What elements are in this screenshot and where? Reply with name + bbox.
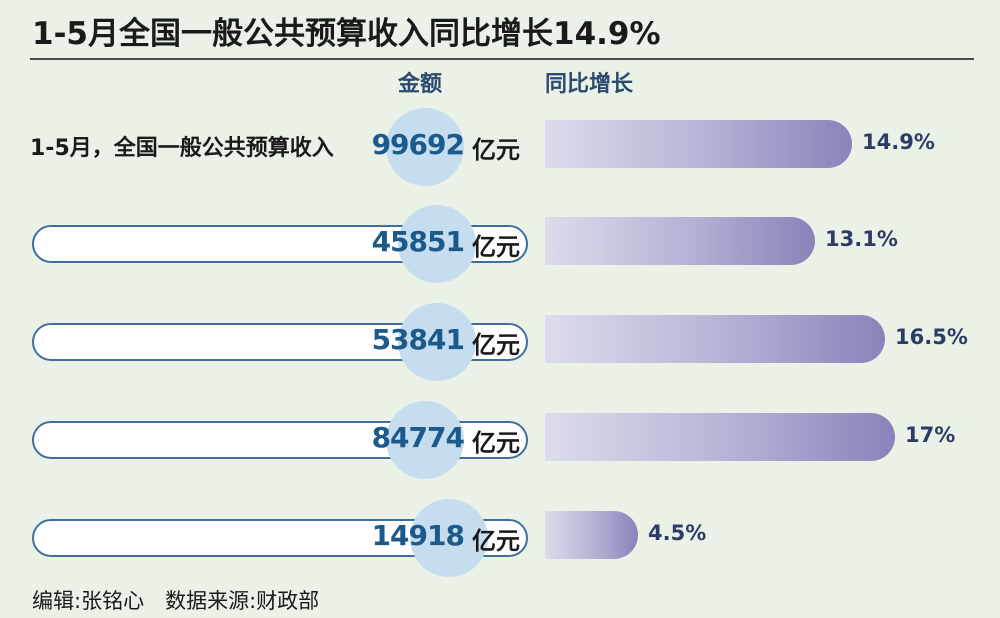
chart-row: 84774 亿元 17% xyxy=(0,401,1000,479)
row-category-label: 1-5月，全国一般公共预算收入 xyxy=(30,136,334,161)
growth-bar xyxy=(545,511,638,559)
amount-unit: 亿元 xyxy=(472,331,520,359)
amount-circle xyxy=(386,401,464,479)
amount-circle xyxy=(398,205,476,283)
growth-value-label: 17% xyxy=(905,423,956,447)
amount-value: 84774 xyxy=(371,421,465,454)
amount-value: 53841 xyxy=(371,323,465,356)
growth-bar xyxy=(545,413,895,461)
amount-unit: 亿元 xyxy=(472,527,520,555)
amount-column-header: 金额 xyxy=(398,72,443,97)
title-rule xyxy=(30,58,974,60)
growth-value-label: 13.1% xyxy=(825,227,898,251)
amount-value: 99692 xyxy=(371,128,465,161)
growth-value-label: 16.5% xyxy=(895,325,968,349)
growth-bar xyxy=(545,315,885,363)
amount-value: 14918 xyxy=(371,519,465,552)
amount-unit: 亿元 xyxy=(472,233,520,261)
amount-circle xyxy=(410,499,488,577)
chart-row: 45851 亿元 13.1% xyxy=(0,205,1000,283)
growth-column-header: 同比增长 xyxy=(545,72,634,97)
footer-credit: 编辑:张铭心 数据来源:财政部 xyxy=(32,589,320,613)
amount-circle xyxy=(386,108,464,186)
amount-unit: 亿元 xyxy=(472,136,520,164)
amount-value: 45851 xyxy=(371,225,465,258)
chart-title: 1-5月全国一般公共预算收入同比增长14.9% xyxy=(32,16,661,52)
chart-row: 53841 亿元 16.5% xyxy=(0,303,1000,381)
amount-unit: 亿元 xyxy=(472,429,520,457)
growth-value-label: 4.5% xyxy=(648,521,707,545)
chart-row: 1-5月，全国一般公共预算收入 99692 亿元 14.9% xyxy=(0,108,1000,186)
growth-value-label: 14.9% xyxy=(862,130,935,154)
amount-circle xyxy=(398,303,476,381)
chart-row: 14918 亿元 4.5% xyxy=(0,499,1000,577)
growth-bar xyxy=(545,217,815,265)
growth-bar xyxy=(545,120,852,168)
